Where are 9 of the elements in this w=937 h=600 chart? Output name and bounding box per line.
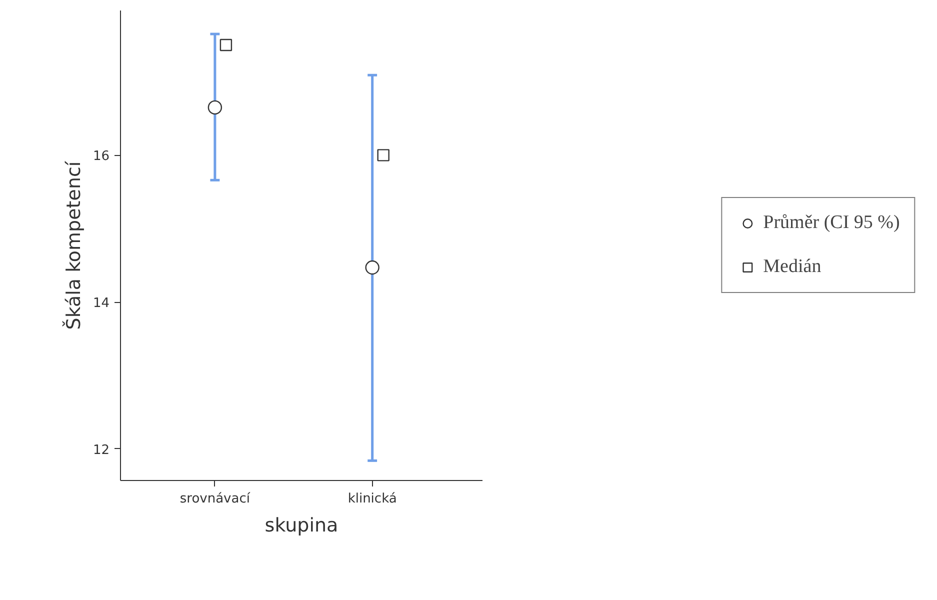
- legend-label: Průměr (CI 95 %): [763, 212, 900, 234]
- x-tick-label: klinická: [348, 492, 397, 506]
- x-axis-title: skupina: [264, 514, 338, 536]
- legend-label: Medián: [763, 256, 822, 278]
- y-tick-label: 16: [92, 149, 110, 164]
- y-tick-label: 14: [92, 296, 110, 312]
- y-tick-label: 12: [92, 442, 110, 458]
- y-axis-title: Škála kompetencí: [62, 160, 85, 330]
- x-tick-label: srovnávací: [180, 492, 250, 506]
